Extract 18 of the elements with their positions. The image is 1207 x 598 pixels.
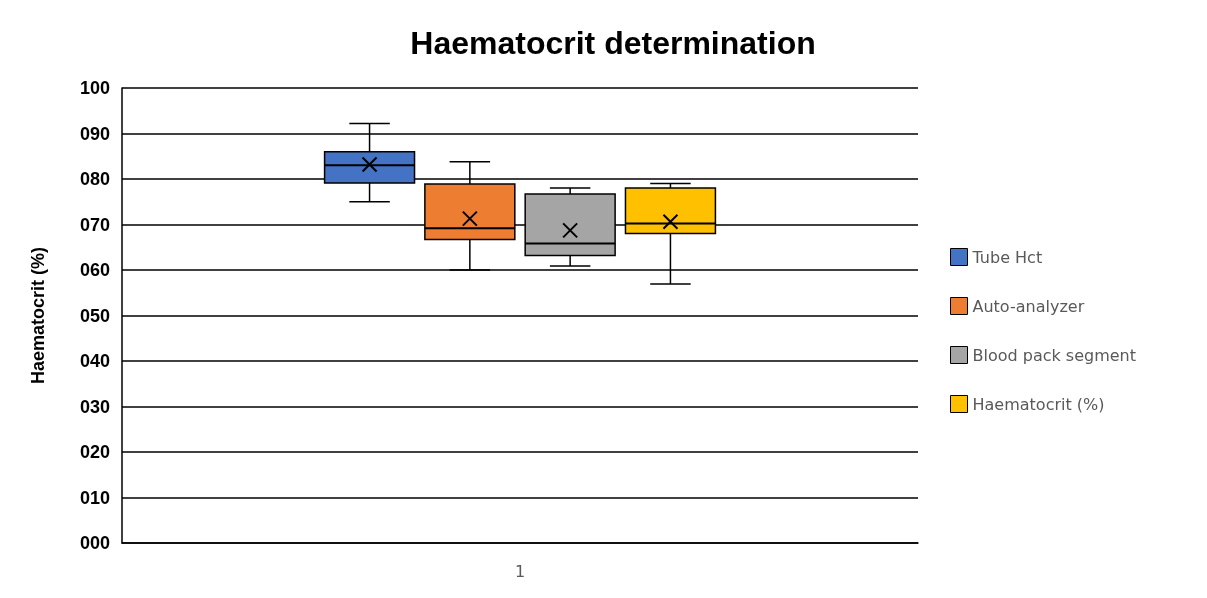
y-tick-label: 080: [79, 169, 110, 189]
y-tick-label: 030: [79, 396, 110, 417]
legend-label: Auto-analyzer: [972, 296, 1085, 316]
y-tick-label: 050: [79, 305, 110, 326]
y-tick-label: 060: [79, 260, 110, 280]
x-tick-label: 1: [514, 561, 526, 581]
y-tick-label: 010: [79, 487, 110, 508]
legend-label: Haematocrit (%): [972, 394, 1105, 414]
y-tick-label: 020: [79, 442, 110, 462]
chart-title: Haematocrit determination: [410, 25, 816, 61]
y-tick-label: 070: [79, 214, 110, 235]
y-tick-label: 090: [79, 123, 110, 144]
y-axis-title: Haematocrit (%): [28, 246, 48, 385]
legend-label: Blood pack segment: [972, 345, 1137, 365]
y-tick-label: 040: [79, 351, 110, 371]
legend-label: Tube Hct: [971, 247, 1043, 267]
y-tick-label: 000: [79, 533, 110, 553]
y-tick-label: 100: [79, 78, 110, 98]
